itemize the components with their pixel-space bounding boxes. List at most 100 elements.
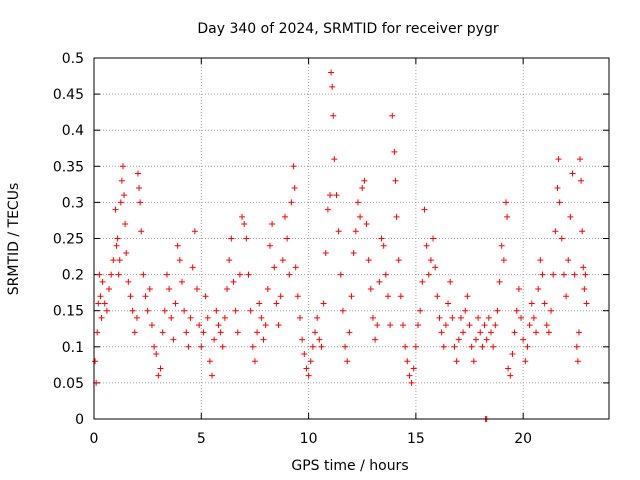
data-point	[140, 271, 147, 278]
data-point	[380, 242, 387, 249]
data-point	[249, 343, 256, 350]
data-point	[382, 271, 389, 278]
data-point	[170, 336, 177, 343]
data-point	[288, 199, 295, 206]
data-point	[209, 372, 216, 379]
chart-title: Day 340 of 2024, SRMTID for receiver pyg…	[197, 21, 498, 37]
data-point	[266, 242, 273, 249]
data-point	[393, 213, 400, 220]
data-point	[138, 228, 145, 235]
data-point	[567, 213, 574, 220]
data-point	[432, 264, 439, 271]
data-point	[462, 307, 469, 314]
data-point	[470, 358, 477, 365]
data-point	[457, 314, 464, 321]
data-point	[273, 300, 280, 307]
data-point	[96, 271, 103, 278]
data-point	[447, 278, 454, 285]
data-point	[378, 235, 385, 242]
data-point	[583, 300, 590, 307]
data-point	[307, 358, 314, 365]
data-point	[294, 293, 301, 300]
data-point	[159, 329, 166, 336]
data-point	[189, 264, 196, 271]
data-point	[346, 329, 353, 336]
data-point	[131, 329, 138, 336]
data-point	[392, 177, 399, 184]
data-point	[423, 242, 430, 249]
data-point	[127, 293, 134, 300]
data-point	[569, 170, 576, 177]
data-point	[191, 228, 198, 235]
data-point	[219, 343, 226, 350]
data-point	[185, 343, 192, 350]
data-point	[297, 314, 303, 321]
data-point	[391, 148, 398, 155]
data-point	[262, 322, 269, 329]
data-point	[555, 156, 562, 163]
data-point	[329, 83, 336, 90]
data-point	[183, 329, 190, 336]
data-point	[577, 156, 584, 163]
data-point	[119, 163, 126, 170]
data-point	[408, 379, 415, 386]
data-point	[460, 329, 467, 336]
data-point	[204, 314, 211, 321]
data-point	[535, 286, 542, 293]
data-point	[174, 242, 181, 249]
data-point	[286, 271, 293, 278]
data-point	[522, 358, 529, 365]
data-point	[327, 192, 334, 199]
data-point	[402, 343, 409, 350]
y-tick-label: 0.05	[53, 376, 84, 392]
data-point	[374, 322, 381, 329]
data-point	[359, 184, 366, 191]
data-point	[224, 286, 231, 293]
data-point	[284, 235, 291, 242]
data-point	[239, 213, 246, 220]
data-point	[552, 228, 559, 235]
data-point	[92, 358, 99, 365]
y-tick-label: 0.5	[62, 51, 84, 67]
data-point	[387, 322, 394, 329]
data-point	[161, 307, 168, 314]
data-point	[530, 314, 537, 321]
data-point	[504, 213, 511, 220]
data-point	[236, 271, 243, 278]
data-point	[352, 228, 359, 235]
data-point	[157, 365, 164, 372]
data-point	[575, 329, 582, 336]
data-point	[328, 69, 335, 76]
x-tick-label: 0	[90, 431, 99, 447]
data-point	[121, 192, 128, 199]
data-point	[221, 314, 228, 321]
data-point	[367, 286, 374, 293]
data-point	[354, 199, 361, 206]
data-point	[316, 336, 323, 343]
data-point	[571, 271, 578, 278]
data-point	[153, 351, 160, 358]
data-point	[142, 293, 149, 300]
data-points	[92, 69, 590, 422]
data-point	[196, 322, 203, 329]
data-point	[279, 257, 286, 264]
data-point	[117, 199, 124, 206]
data-point	[548, 307, 555, 314]
y-tick-label: 0.35	[53, 159, 84, 175]
data-point	[181, 307, 188, 314]
data-point	[436, 314, 443, 321]
data-point	[412, 343, 419, 350]
data-point	[475, 314, 482, 321]
data-point	[271, 264, 278, 271]
data-point	[269, 221, 276, 228]
data-point	[492, 322, 499, 329]
data-point	[451, 343, 458, 350]
data-point	[206, 358, 213, 365]
data-point	[290, 163, 297, 170]
data-point	[103, 307, 110, 314]
data-point	[543, 322, 550, 329]
data-point	[438, 329, 445, 336]
data-point	[357, 213, 364, 220]
data-point	[116, 257, 123, 264]
data-point	[363, 221, 370, 228]
